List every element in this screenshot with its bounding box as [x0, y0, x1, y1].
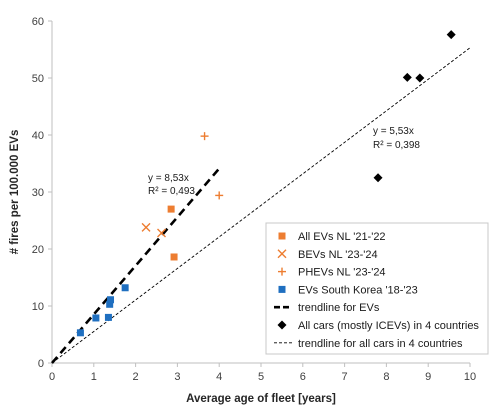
marker-stroke — [277, 249, 287, 259]
data-point — [167, 205, 175, 213]
data-point — [157, 228, 167, 238]
legend-label: trendline for all cars in 4 countries — [298, 338, 463, 350]
legend-marker — [278, 285, 286, 293]
data-point — [141, 222, 151, 232]
y-tick-label: 20 — [32, 244, 44, 256]
legend-box — [265, 222, 489, 355]
x-tick-label: 4 — [216, 371, 222, 383]
data-point — [373, 173, 383, 183]
x-tick-label: 7 — [342, 371, 348, 383]
data-point — [106, 300, 114, 308]
legend-label: All EVs NL '21-'22 — [298, 231, 386, 243]
legend-marker — [277, 249, 287, 259]
data-point — [415, 73, 425, 83]
legend-marker — [278, 232, 286, 240]
x-tick-label: 10 — [464, 371, 476, 383]
data-point — [121, 284, 129, 292]
x-tick-label: 1 — [91, 371, 97, 383]
data-point — [446, 30, 456, 40]
x-tick-label: 9 — [425, 371, 431, 383]
allcars-trendline-r2: R² = 0,398 — [373, 140, 420, 151]
legend: All EVs NL '21-'22 BEVs NL '23-'24 PHEVs N… — [265, 222, 489, 355]
legend-marker — [278, 267, 286, 276]
allcars-trendline — [51, 47, 471, 364]
x-tick-label: 8 — [383, 371, 389, 383]
ev-trendline-r2: R² = 0,493 — [148, 186, 195, 197]
x-tick-label: 5 — [258, 371, 264, 383]
legend-label: trendline for EVs — [298, 302, 380, 314]
data-point — [200, 132, 209, 141]
x-tick-label: 2 — [133, 371, 139, 383]
data-point — [402, 72, 412, 82]
marker-stroke — [141, 222, 151, 232]
x-tick-label: 6 — [300, 371, 306, 383]
x-tick-label: 0 — [49, 371, 55, 383]
y-tick-label: 30 — [32, 187, 44, 199]
tick-labels: 0 1 2 3 4 5 6 7 8 9 10 0 10 20 30 40 50 60 — [32, 16, 476, 383]
data-point — [76, 329, 84, 337]
y-axis-title: # fires per 100.000 EVs — [9, 130, 21, 255]
legend-label: EVs South Korea '18-'23 — [298, 284, 418, 296]
data-point — [170, 253, 178, 261]
data-point — [104, 313, 112, 321]
allcars-trendline-equation: y = 5,53x — [373, 126, 414, 137]
legend-label: All cars (mostly ICEVs) in 4 countries — [298, 320, 479, 332]
allcars-trendline-annotation: y = 5,53x R² = 0,398 — [373, 126, 420, 151]
y-tick-label: 50 — [32, 73, 44, 85]
data-points — [76, 30, 456, 337]
ev-trendline-equation: y = 8,53x — [148, 173, 189, 184]
legend-marker — [277, 320, 287, 330]
y-tick-label: 0 — [38, 358, 44, 370]
data-point — [107, 296, 115, 304]
y-tick-label: 60 — [32, 16, 44, 28]
y-tick-label: 10 — [32, 301, 44, 313]
x-axis-title: Average age of fleet [years] — [186, 393, 336, 405]
legend-label: BEVs NL '23-'24 — [298, 249, 378, 261]
data-point — [92, 314, 100, 322]
y-tick-label: 40 — [32, 130, 44, 142]
marker-stroke — [157, 228, 167, 238]
data-point — [215, 191, 224, 200]
ev-trendline-annotation: y = 8,53x R² = 0,493 — [148, 173, 195, 197]
x-tick-label: 3 — [174, 371, 180, 383]
legend-label: PHEVs NL '23-'24 — [298, 267, 386, 279]
